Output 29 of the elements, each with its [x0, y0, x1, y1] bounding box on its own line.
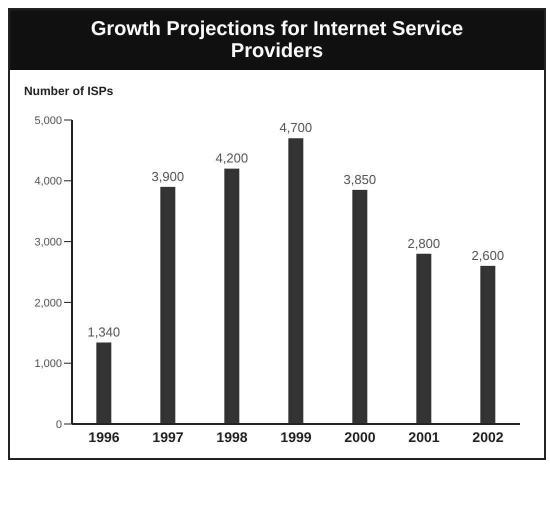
x-tick-label: 1999	[280, 428, 312, 445]
bar	[96, 342, 112, 424]
bar	[352, 190, 368, 424]
y-tick-label: 4,000	[34, 176, 62, 188]
bar	[288, 138, 304, 424]
y-tick-label: 3,000	[34, 236, 62, 249]
bar	[480, 266, 496, 424]
x-tick-label: 2000	[344, 428, 376, 445]
x-tick-label: 2001	[408, 428, 440, 445]
data-label: 2,800	[408, 236, 440, 251]
data-label: 3,850	[344, 172, 376, 187]
x-tick-label: 1998	[216, 428, 248, 445]
x-tick-label: 1996	[88, 428, 120, 445]
x-tick-label: 2002	[472, 428, 504, 445]
y-tick-label: 0	[56, 418, 62, 431]
chart-title: Growth Projections for Internet Service Providers	[10, 10, 544, 70]
bar	[224, 168, 240, 424]
y-tick-label: 5,000	[34, 114, 62, 127]
data-label: 2,600	[472, 248, 504, 263]
data-label: 3,900	[152, 168, 184, 184]
x-tick-label: 1997	[152, 428, 184, 445]
data-label: 4,200	[216, 150, 248, 166]
y-tick-label: 2,000	[34, 297, 62, 310]
data-label: 1,340	[88, 324, 120, 340]
data-label: 4,700	[280, 120, 312, 136]
y-axis-title: Number of ISPs	[23, 83, 114, 98]
bar	[416, 254, 432, 424]
y-tick-label: 1,000	[34, 358, 62, 370]
bar	[160, 186, 176, 424]
